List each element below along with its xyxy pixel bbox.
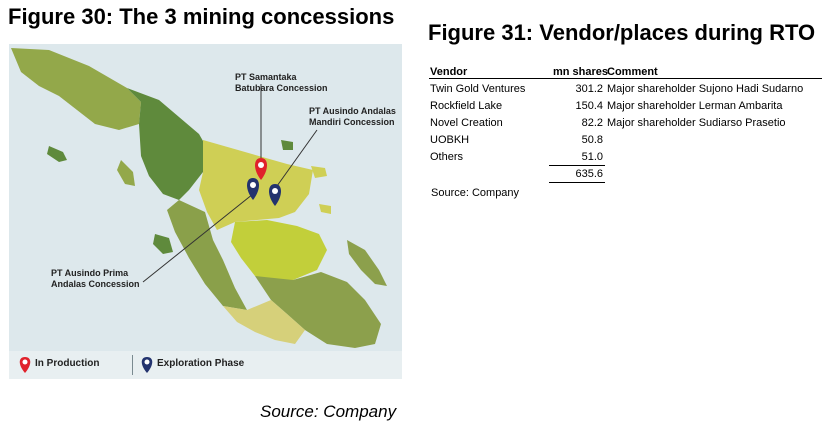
legend-exploration: Exploration Phase [157,358,245,369]
region-bengkulu [223,300,305,344]
figure-30-title: Figure 30: The 3 mining concessions [8,4,395,29]
table-row: Others 51.0 [430,151,603,163]
table-row: UOBKH 50.8 [430,134,603,146]
pin-in-production-icon [255,158,267,180]
region-aceh [11,48,141,130]
total-bottom-rule [549,182,605,183]
total-shares: 635.6 [575,168,603,180]
island-riau-2 [319,204,331,214]
pin-exploration-icon [247,178,259,200]
leader-ausindo-andalas [276,129,318,187]
callout-ausindo-prima: PT Ausindo Prima Andalas Concession [51,268,140,289]
map-graphic [11,48,387,348]
table-total-row: 635.6 [430,168,825,184]
callout-ausindo-andalas: PT Ausindo Andalas Mandiri Concession [309,106,396,127]
exploration-pin-icon [141,357,153,373]
island-riau-3 [281,140,293,150]
header-shares: mn shares [553,66,609,78]
island-nias [117,160,135,186]
legend-in-production: In Production [35,358,100,369]
table-row: Novel Creation 82.2 Major shareholder Su… [430,117,786,129]
region-north-sumatra [127,88,207,200]
figure-31-title: Figure 31: Vendor/places during RTO [428,20,816,45]
region-jambi [231,220,327,284]
total-top-rule [549,165,605,166]
header-vendor: Vendor [430,66,468,78]
table-row: Rockfield Lake 150.4 Major shareholder L… [430,100,783,112]
legend-divider [132,355,133,375]
callout-samantaka: PT Samantaka Batubara Concession [235,72,328,93]
table-row: Twin Gold Ventures 301.2 Major sharehold… [430,83,804,95]
figure-31-source: Source: Company [431,187,520,199]
sumatra-map: PT Samantaka Batubara Concession PT Ausi… [9,44,402,379]
table-header-rule [429,64,822,79]
header-comment: Comment [607,66,658,78]
island-riau-1 [311,166,327,178]
leader-ausindo-prima [142,193,254,283]
figure-30-source: Source: Company [260,402,397,421]
island-bangka [347,240,387,286]
island-siberut [153,234,173,254]
map-legend: In Production Exploration Phase [9,351,402,379]
region-west-coast [167,200,247,310]
island-simeulue [47,146,67,162]
in-production-pin-icon [19,357,31,373]
pin-exploration-icon [269,184,281,206]
region-south-sumatra [255,272,381,348]
